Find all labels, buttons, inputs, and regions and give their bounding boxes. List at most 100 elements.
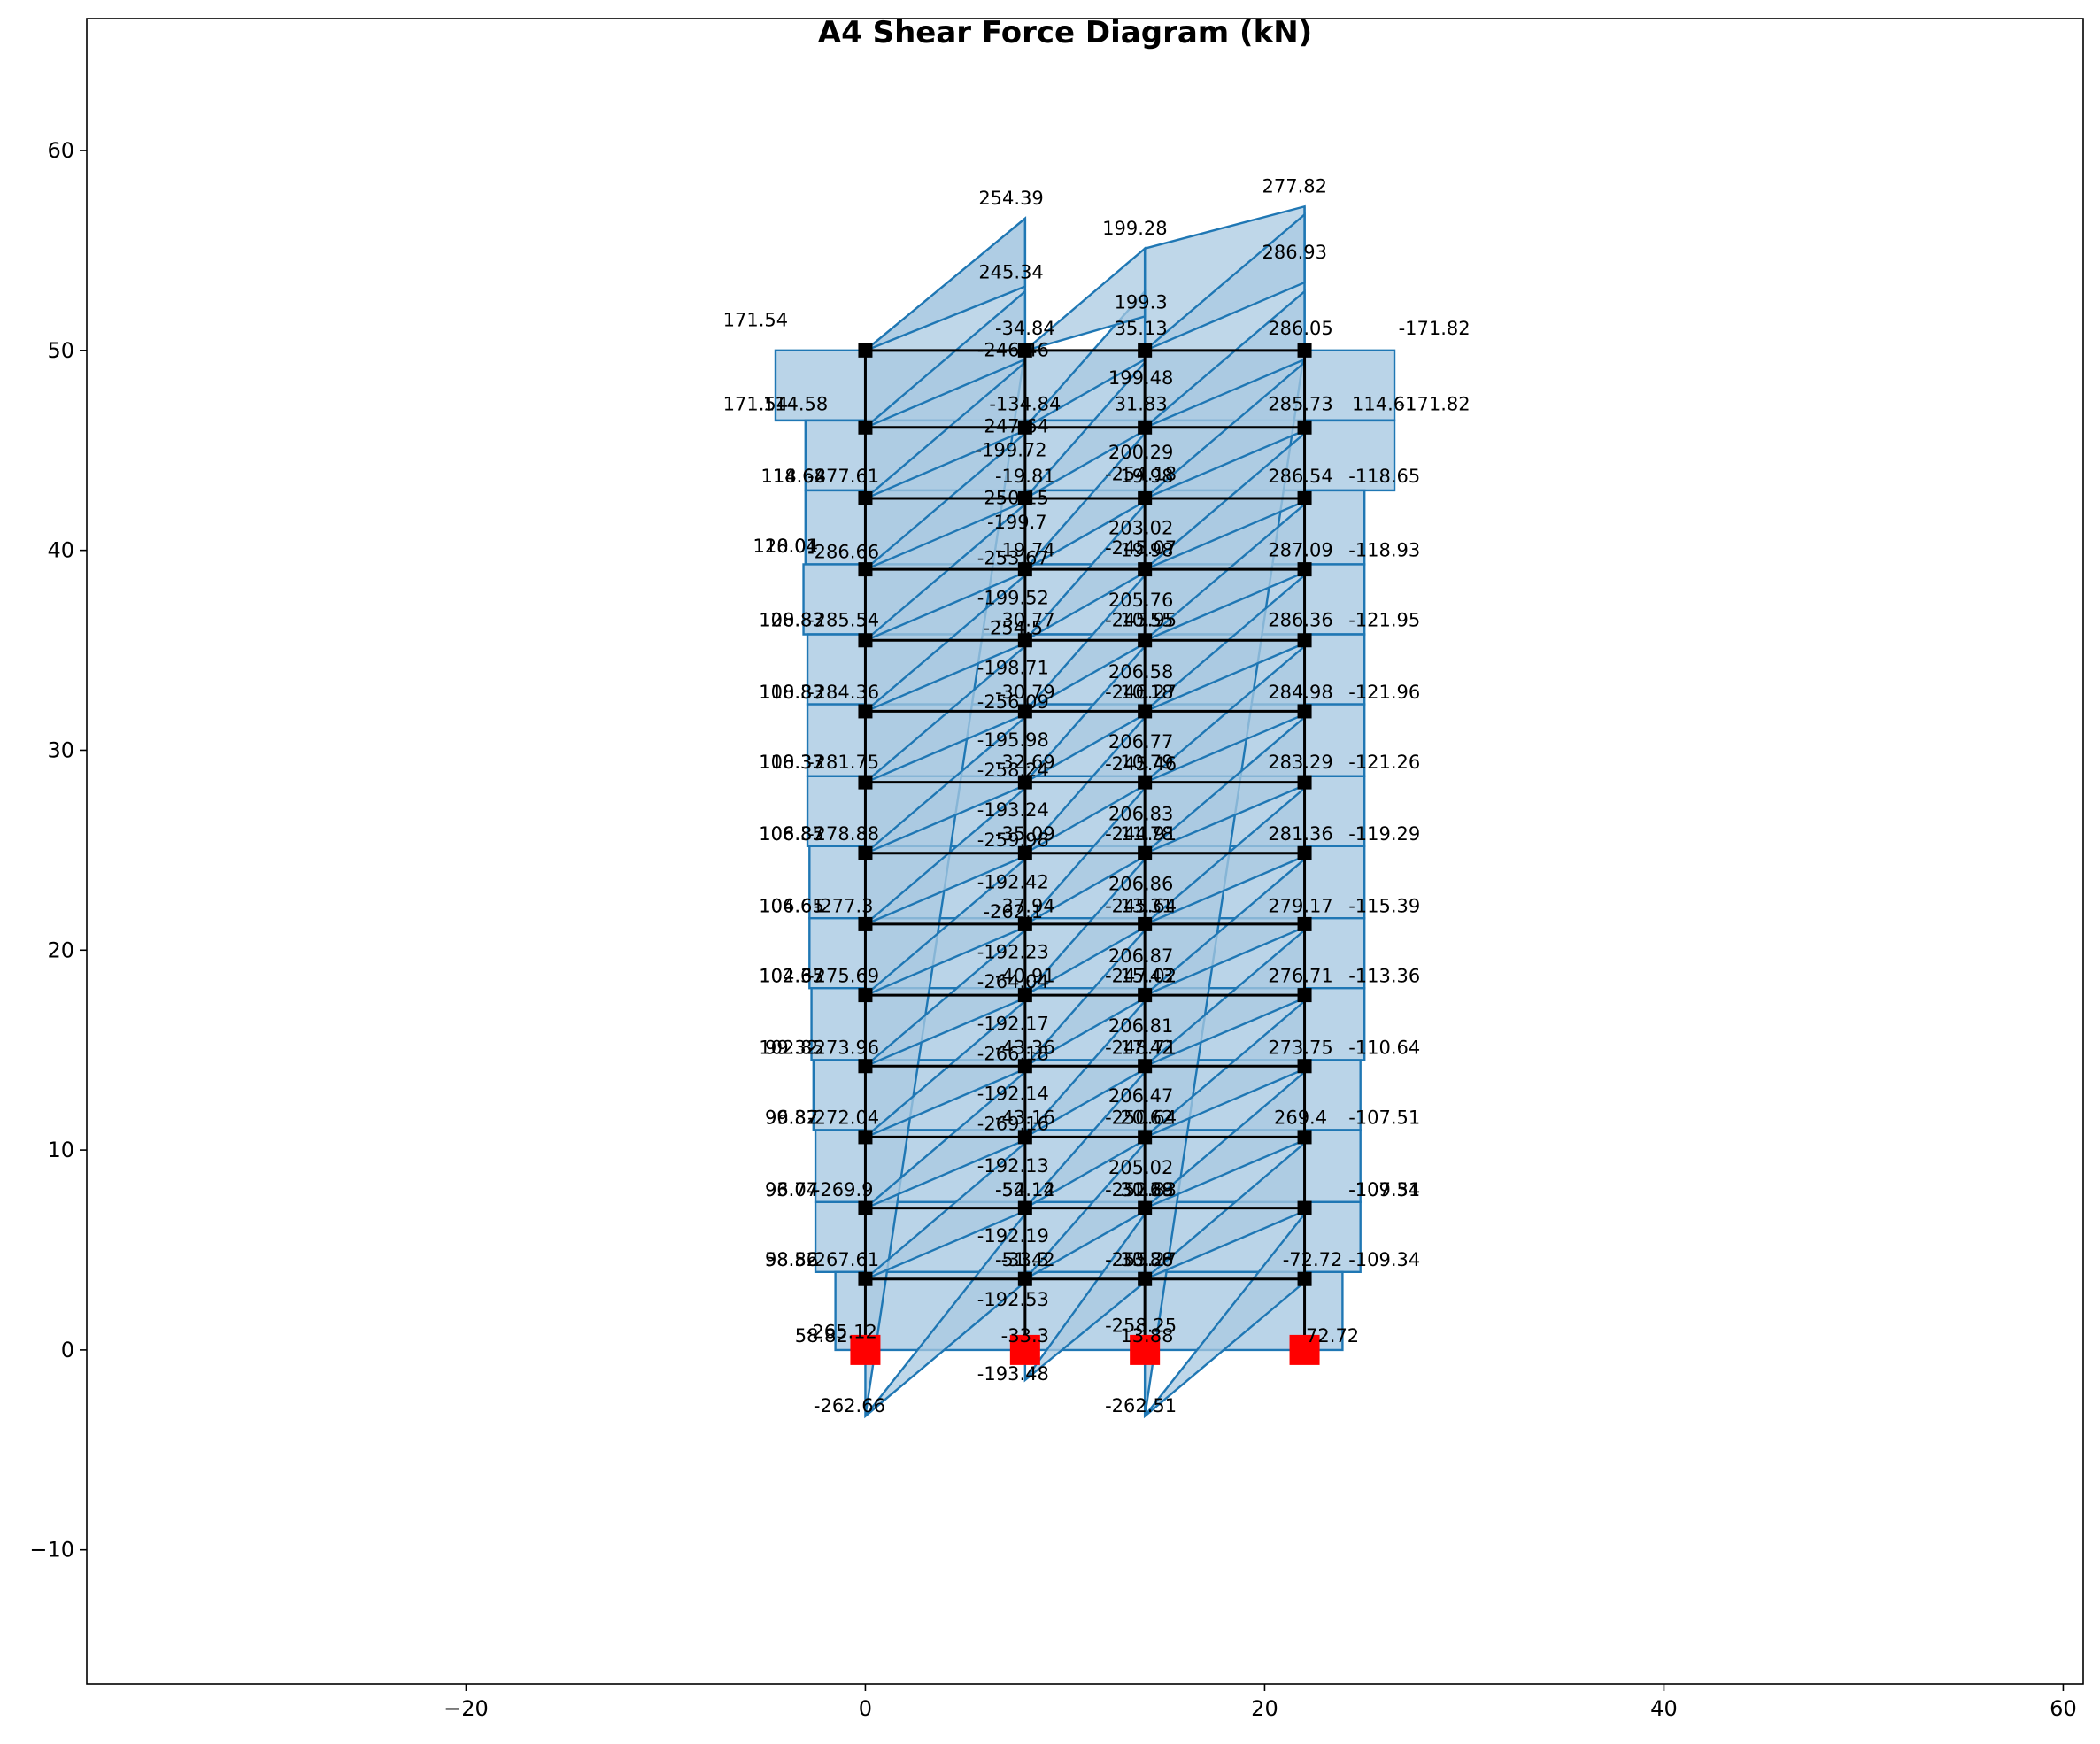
node-marker xyxy=(1297,633,1312,648)
shear-value-label: -134.84 xyxy=(989,394,1061,415)
shear-value-label: 205.02 xyxy=(1108,1157,1173,1178)
node-marker xyxy=(1017,1059,1032,1074)
shear-value-label: -193.48 xyxy=(977,1363,1049,1385)
node-marker xyxy=(1297,490,1312,505)
x-tick-label: 40 xyxy=(1650,1696,1678,1721)
node-marker xyxy=(858,988,873,1003)
shear-value-label: 283.29 xyxy=(1268,752,1332,773)
shear-value-label: 99.32 xyxy=(765,1038,818,1059)
node-marker xyxy=(1017,704,1032,719)
shear-value-label: 108.83 xyxy=(759,682,823,703)
shear-value-label: 245.34 xyxy=(978,262,1043,283)
shear-value-label: -252.83 xyxy=(1105,1179,1177,1200)
shear-value-label: 108.85 xyxy=(759,823,823,845)
shear-value-label: 96.07 xyxy=(765,1179,818,1200)
shear-value-label: -35.09 xyxy=(995,823,1055,845)
shear-value-label: -33.3 xyxy=(1001,1249,1049,1270)
shear-value-label: -286.66 xyxy=(807,542,879,563)
shear-value-label: -51.42 xyxy=(995,1249,1055,1270)
shear-value-label: -269.16 xyxy=(977,1114,1049,1135)
shear-value-label: 273.75 xyxy=(1268,1038,1332,1059)
node-marker xyxy=(1297,420,1312,435)
shear-value-label: 206.87 xyxy=(1108,945,1173,967)
shear-value-label: 15.43 xyxy=(1120,965,1173,986)
shear-value-label: -121.95 xyxy=(1348,609,1420,630)
shear-value-label: -19.81 xyxy=(995,466,1055,487)
node-marker xyxy=(1297,1130,1312,1145)
shear-value-label: -250.64 xyxy=(1105,1107,1177,1129)
shear-value-label: 114.58 xyxy=(763,394,828,415)
shear-value-label: 110.37 xyxy=(759,752,823,773)
node-marker xyxy=(1138,1059,1153,1074)
x-tick-label: 0 xyxy=(859,1696,872,1721)
shear-value-label: -43.16 xyxy=(995,1107,1055,1129)
shear-value-label: -72.72 xyxy=(1283,1249,1343,1270)
shear-value-label: 30.69 xyxy=(1120,1179,1173,1200)
shear-value-label: -110.64 xyxy=(1348,1038,1420,1059)
node-marker xyxy=(1138,562,1153,577)
node-marker xyxy=(1017,420,1032,435)
shear-value-label: 10.55 xyxy=(1120,609,1173,630)
shear-value-label: -192.42 xyxy=(977,871,1049,892)
node-marker xyxy=(858,845,873,860)
shear-value-label: 118.01 xyxy=(753,536,818,557)
shear-value-label: -121.26 xyxy=(1348,752,1420,773)
shear-value-label: -245.64 xyxy=(1105,895,1177,916)
shear-value-label: -245.46 xyxy=(1105,753,1177,775)
node-marker xyxy=(858,420,873,435)
shear-value-label: 206.58 xyxy=(1108,661,1173,683)
shear-value-label: -247.64 xyxy=(977,415,1049,436)
shear-value-label: -107.51 xyxy=(1348,1179,1420,1200)
node-marker xyxy=(1138,704,1153,719)
node-marker xyxy=(858,562,873,577)
node-marker xyxy=(1138,1130,1153,1145)
shear-value-label: 284.98 xyxy=(1268,682,1332,703)
node-marker xyxy=(858,1271,873,1286)
shear-value-label: 104.65 xyxy=(759,965,823,986)
node-marker xyxy=(858,490,873,505)
shear-value-label: 269.4 xyxy=(1274,1107,1327,1129)
shear-value-label: -19.74 xyxy=(995,539,1055,560)
shear-value-label: -192.23 xyxy=(977,941,1049,962)
shear-value-label: -30.77 xyxy=(995,609,1055,630)
shear-value-label: -37.94 xyxy=(995,895,1055,916)
shear-value-label: -284.36 xyxy=(807,682,879,703)
node-marker xyxy=(1138,845,1153,860)
node-marker xyxy=(1297,845,1312,860)
shear-value-label: -34.84 xyxy=(995,318,1055,339)
support-3 xyxy=(1130,1334,1161,1365)
node-marker xyxy=(1297,343,1312,358)
shear-value-label: 281.36 xyxy=(1268,823,1332,845)
shear-value-label: -254.18 xyxy=(1105,464,1177,485)
node-marker xyxy=(1138,633,1153,648)
shear-value-label: 286.36 xyxy=(1268,609,1332,630)
shear-value-label: 254.39 xyxy=(978,188,1043,209)
shear-value-label: -171.82 xyxy=(1399,394,1471,415)
shear-value-label: 106.65 xyxy=(759,895,823,916)
shear-value-label: -258.25 xyxy=(1105,1316,1177,1337)
shear-value-label: -273.96 xyxy=(807,1038,879,1059)
shear-value-label: 31.83 xyxy=(1115,394,1168,415)
shear-value-label: -247.02 xyxy=(1105,965,1177,986)
shear-value-label: -109.34 xyxy=(1348,1179,1420,1200)
shear-value-label: -269.9 xyxy=(814,1179,874,1200)
node-marker xyxy=(1017,775,1032,790)
shear-value-label: -245.07 xyxy=(1105,537,1177,559)
support-4 xyxy=(1289,1334,1320,1365)
shear-value-label: 171.54 xyxy=(723,310,788,331)
node-marker xyxy=(1138,916,1153,931)
y-tick-label: 60 xyxy=(47,138,74,163)
support-2 xyxy=(1009,1334,1040,1365)
shear-value-label: -199.7 xyxy=(987,512,1047,533)
node-marker xyxy=(1017,490,1032,505)
node-marker xyxy=(1138,1271,1153,1286)
shear-value-label: -262.1 xyxy=(983,901,1043,922)
shear-value-label: -244.91 xyxy=(1105,823,1177,845)
node-marker xyxy=(1017,1130,1032,1145)
shear-value-label: 10.18 xyxy=(1120,682,1173,703)
shear-value-label: -52.12 xyxy=(995,1179,1055,1200)
shear-value-label: -258.24 xyxy=(977,760,1049,781)
shear-value-label: 286.05 xyxy=(1268,318,1332,339)
node-marker xyxy=(1297,562,1312,577)
shear-value-label: 19.98 xyxy=(1120,466,1173,487)
